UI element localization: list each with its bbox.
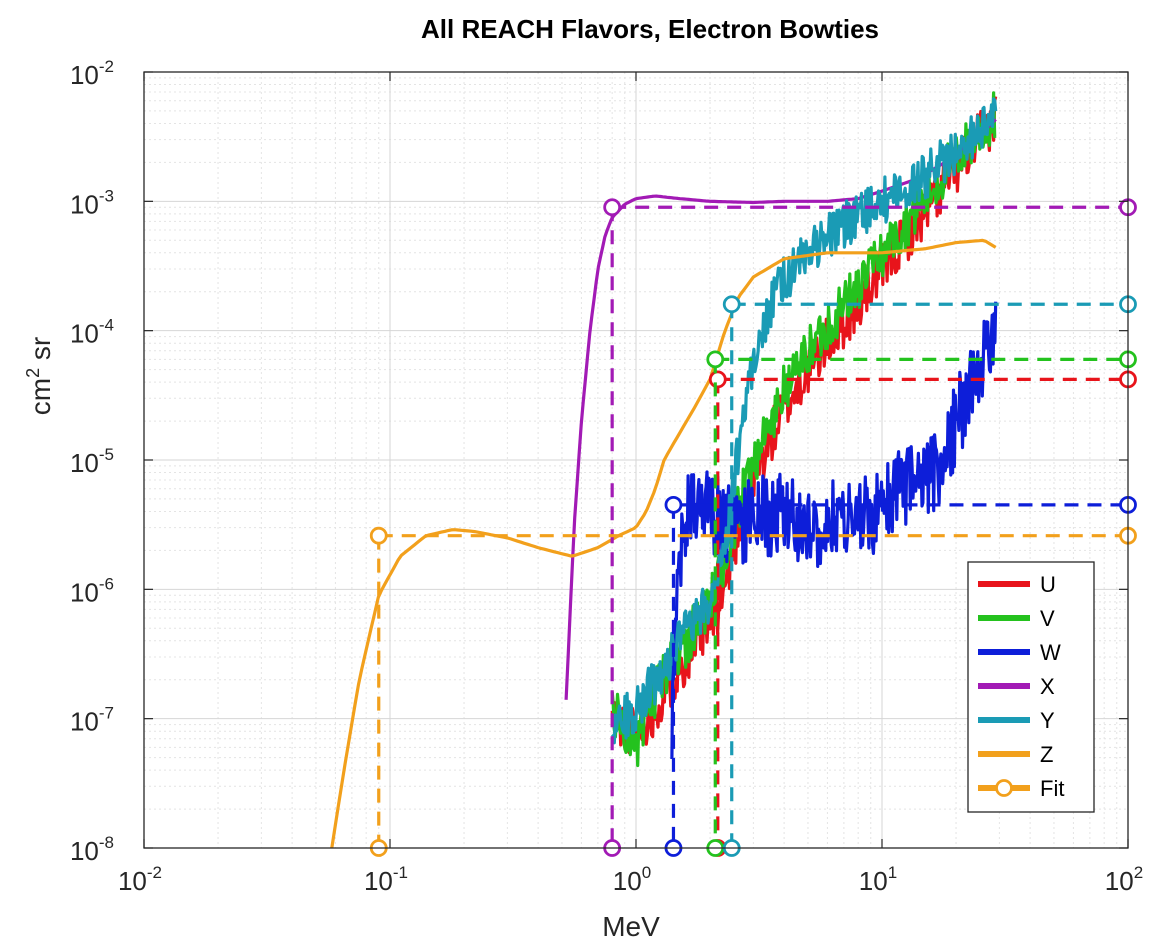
y-axis-label-tail: sr [25,337,56,368]
y-tick-label-base: 10 [70,707,99,737]
fit-marker-u [708,370,727,389]
y-tick-label-base: 10 [70,319,99,349]
x-tick-label-exp: 0 [642,863,651,882]
y-axis-label-base: cm [25,378,56,415]
x-tick-label-base: 10 [364,866,393,896]
y-axis-label-sup: 2 [23,368,43,378]
legend-label-x: X [1040,674,1055,699]
y-tick-label-base: 10 [70,577,99,607]
y-tick-label: 10-2 [70,57,114,90]
x-tick-label-exp: -1 [393,863,408,882]
y-tick-label-base: 10 [70,60,99,90]
legend-label-fit: Fit [1040,776,1064,801]
y-tick-label-exp: -8 [99,833,114,852]
fit-marker-y [722,295,741,314]
y-tick-label-exp: -3 [99,186,114,205]
y-tick-label-exp: -4 [99,316,114,335]
x-axis-label: MeV [602,911,660,942]
y-tick-label: 10-7 [70,704,114,737]
x-tick-label-exp: 1 [888,863,897,882]
fit-marker-z [369,526,388,545]
x-tick-label: 10-1 [364,863,408,896]
y-tick-label-exp: -2 [99,57,114,76]
axes-layer [143,71,1129,849]
y-tick-label-exp: -6 [99,574,114,593]
legend-label-u: U [1040,572,1056,597]
series-layer [330,91,998,849]
series-line-w [670,301,998,760]
y-tick-label-exp: -5 [99,445,114,464]
y-tick-label: 10-6 [70,574,114,607]
fit-marker-v [706,350,725,369]
y-tick-label: 10-4 [70,316,114,349]
legend-label-v: V [1040,606,1055,631]
y-tick-label: 10-5 [70,445,114,478]
y-tick-label-base: 10 [70,189,99,219]
fit-marker-x [603,198,622,217]
x-tick-label: 101 [859,863,897,896]
legend-label-z: Z [1040,742,1053,767]
tick-labels: 10-2 10-1 100 101 10210-810-710-610-510-410-… [70,57,1143,896]
y-tick-label-base: 10 [70,448,99,478]
legend-fit-marker [995,779,1013,797]
series-line-y [610,97,998,745]
x-tick-label: 102 [1105,863,1143,896]
x-tick-label-base: 10 [613,866,642,896]
legend-label-y: Y [1040,708,1055,733]
legend-label-w: W [1040,640,1061,665]
y-tick-label-exp: -7 [99,704,114,723]
y-tick-label: 10-3 [70,186,114,219]
x-tick-label-base: 10 [1105,866,1134,896]
x-tick-label-base: 10 [859,866,888,896]
x-tick-label-exp: 2 [1134,863,1143,882]
y-axis-label: cm2 sr [23,337,56,415]
y-tick-label: 10-8 [70,833,114,866]
x-tick-label-exp: -2 [147,863,162,882]
chart-title: All REACH Flavors, Electron Bowties [421,14,879,44]
series-line-z [330,238,997,849]
y-tick-label-base: 10 [70,836,99,866]
x-tick-label-base: 10 [118,866,147,896]
fit-marker-w [664,495,683,514]
x-tick-label: 100 [613,863,651,896]
x-tick-label: 10-2 [118,863,162,896]
